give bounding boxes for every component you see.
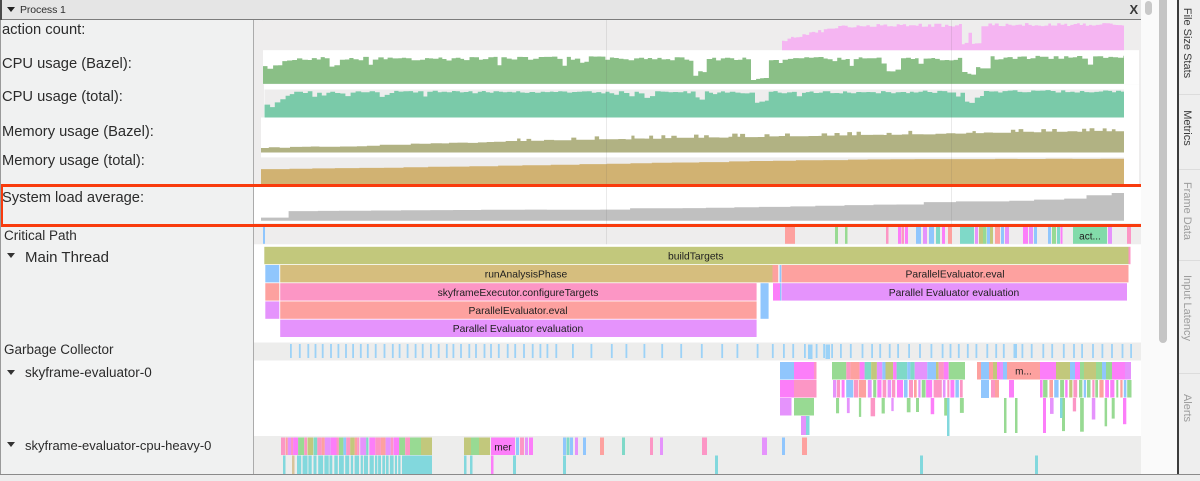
svg-text:ParallelEvaluator.eval: ParallelEvaluator.eval [905, 270, 1004, 281]
svg-text:act...: act... [1079, 232, 1101, 243]
svg-text:mer: mer [494, 442, 512, 453]
svg-text:Parallel Evaluator evaluation: Parallel Evaluator evaluation [453, 324, 584, 335]
svg-text:runAnalysisPhase: runAnalysisPhase [485, 270, 568, 281]
svg-text:buildTargets: buildTargets [668, 251, 724, 262]
svg-text:m...: m... [1015, 367, 1032, 378]
svg-text:skyframeExecutor.configureTarg: skyframeExecutor.configureTargets [438, 288, 599, 299]
svg-text:ParallelEvaluator.eval: ParallelEvaluator.eval [468, 306, 567, 317]
svg-text:Parallel Evaluator evaluation: Parallel Evaluator evaluation [889, 288, 1020, 299]
